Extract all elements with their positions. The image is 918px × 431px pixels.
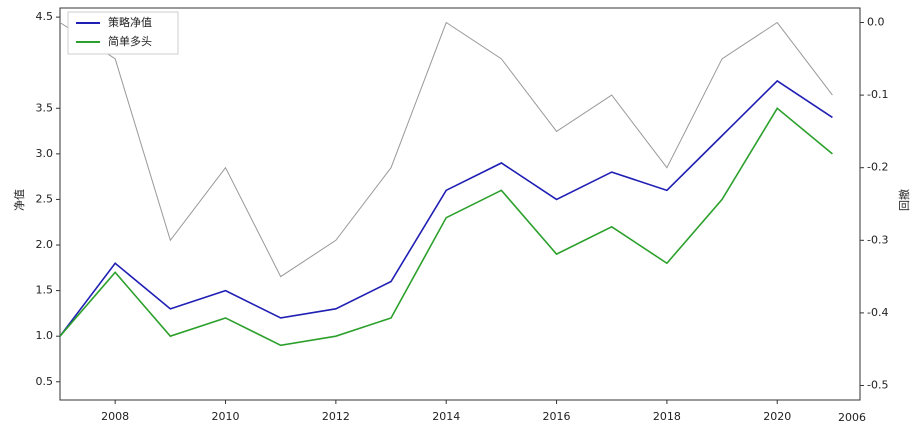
x-tick-label: 2010 <box>212 410 240 423</box>
series-line <box>59 79 833 337</box>
x-tick-label: 2012 <box>322 410 350 423</box>
x-tick-label: 2008 <box>101 410 129 423</box>
y-tick-label: 4.5 <box>36 10 54 23</box>
drawdown-line <box>59 21 833 278</box>
y-axis-label: 净值 <box>12 189 26 211</box>
legend-box <box>67 11 179 55</box>
y-tick-label: 2.0 <box>36 238 54 251</box>
y2-tick-label: 0.0 <box>867 16 885 29</box>
y-tick-label: 3.0 <box>36 147 54 160</box>
x-tick-label: 2016 <box>543 410 571 423</box>
y-tick-label: 1.0 <box>36 329 54 342</box>
y2-axis-label: 回撤 <box>897 189 911 211</box>
legend-label: 简单多头 <box>108 34 152 48</box>
series-line <box>59 107 833 347</box>
y2-tick-label: -0.5 <box>867 378 888 391</box>
legend-label: 策略净值 <box>108 15 152 29</box>
y2-tick-label: -0.3 <box>867 233 888 246</box>
x-tick-label: 2014 <box>432 410 460 423</box>
y2-tick-label: -0.1 <box>867 88 888 101</box>
y2-tick-label: -0.2 <box>867 161 888 174</box>
y2-tick-label: -0.4 <box>867 306 888 319</box>
y-tick-label: 1.5 <box>36 284 54 297</box>
x-tick-label: 2020 <box>763 410 791 423</box>
plot-frame <box>59 7 861 401</box>
y-tick-label: 0.5 <box>36 375 54 388</box>
y-tick-label: 2.5 <box>36 192 54 205</box>
y-tick-label: 3.5 <box>36 101 54 114</box>
x-tick-label: 2018 <box>653 410 681 423</box>
annotation: 2006 <box>838 411 866 424</box>
